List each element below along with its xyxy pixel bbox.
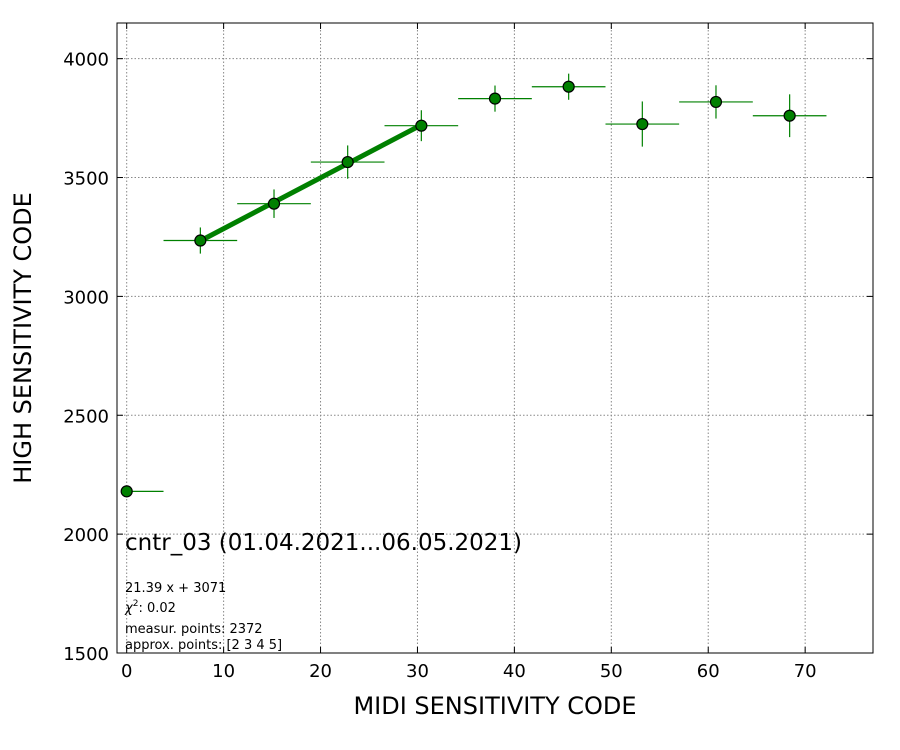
grid: [117, 23, 873, 654]
ticks: 0 10 20 30 40 50 60 70 1500 2000 2500 3000 3500 4000: [63, 23, 873, 682]
x-tick-label: 30: [406, 661, 429, 682]
y-tick-label: 2000: [63, 525, 109, 546]
x-axis-title: MIDI SENSITIVITY CODE: [353, 692, 636, 720]
data-marker: [488, 92, 502, 105]
data-marker: [415, 119, 428, 132]
x-tick-label: 10: [212, 661, 235, 682]
data-point: [531, 73, 606, 100]
y-tick-label: 2500: [63, 406, 109, 427]
x-tick-label: 0: [121, 661, 132, 682]
y-tick-label: 1500: [63, 644, 109, 665]
y-tick-label: 3000: [63, 287, 109, 308]
data-point: [458, 85, 532, 112]
y-tick-label: 3500: [63, 169, 109, 190]
points-layer: [120, 73, 827, 498]
data-point: [384, 110, 459, 142]
fit-equation: 21.39 x + 3071: [125, 581, 226, 596]
data-marker: [120, 485, 133, 498]
y-tick-label: 4000: [63, 50, 109, 71]
plot-frame: [116, 22, 874, 654]
fit-line: [199, 122, 423, 244]
x-tick-label: 40: [503, 661, 526, 682]
x-tick-label: 20: [309, 661, 332, 682]
data-point: [163, 227, 238, 254]
data-marker: [562, 80, 575, 93]
x-tick-label: 60: [697, 661, 720, 682]
fit-line-layer: [199, 122, 423, 244]
data-marker: [709, 95, 723, 109]
chi2-label: χ2: 0.02: [124, 599, 176, 616]
data-marker: [783, 109, 796, 122]
chart-annotation-title: cntr_03 (01.04.2021...06.05.2021): [125, 530, 522, 556]
chi2-value: : 0.02: [138, 601, 175, 616]
data-point: [752, 94, 827, 138]
data-point: [120, 485, 164, 498]
data-point: [310, 145, 385, 179]
chi2-symbol: χ: [124, 601, 134, 616]
x-tick-label: 50: [600, 661, 623, 682]
data-point: [679, 85, 753, 119]
y-axis-title: HIGH SENSITIVITY CODE: [9, 192, 37, 484]
measur-points: measur. points: 2372: [125, 622, 263, 637]
data-marker: [636, 117, 649, 131]
chi2-superscript: 2: [133, 599, 139, 609]
data-point: [237, 189, 311, 218]
data-marker: [341, 155, 354, 169]
data-marker: [267, 197, 281, 210]
x-tick-label: 70: [794, 661, 817, 682]
data-marker: [194, 234, 207, 247]
approx-points: approx. points: [2 3 4 5]: [125, 638, 282, 653]
data-point: [605, 101, 680, 147]
